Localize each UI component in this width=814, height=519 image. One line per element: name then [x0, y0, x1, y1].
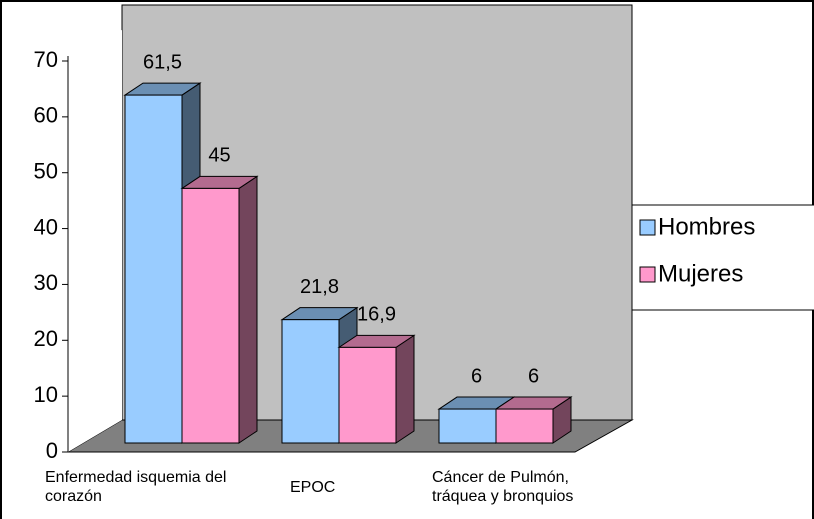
y-tick-label: 70: [34, 47, 58, 72]
x-tick-label: EPOC: [290, 479, 336, 496]
bar: [124, 94, 183, 444]
y-tick-label: 10: [34, 382, 58, 407]
y-tick-label: 50: [34, 159, 58, 184]
side-wall: [68, 30, 122, 452]
bar: [181, 187, 240, 444]
y-tick-label: 60: [34, 103, 58, 128]
y-tick-label: 20: [34, 326, 58, 351]
y-tick-label: 40: [34, 214, 58, 239]
data-label: 45: [208, 145, 230, 167]
data-label: 6: [528, 365, 539, 387]
legend-swatch: [639, 219, 656, 236]
bar: [438, 408, 497, 444]
x-tick-label: Cáncer de Pulmón, tráquea y bronquios: [432, 469, 574, 505]
bar: [495, 408, 554, 444]
data-label: 6: [471, 365, 482, 387]
bar-side: [395, 334, 415, 444]
legend: [631, 204, 814, 311]
y-tick-label: 30: [34, 270, 58, 295]
legend-label: Mujeres: [658, 260, 743, 287]
bar: [338, 346, 397, 444]
bar: [281, 319, 340, 444]
bar-side: [238, 175, 258, 444]
data-label: 21,8: [300, 276, 339, 298]
legend-label: Hombres: [658, 213, 755, 240]
data-label: 61,5: [143, 51, 182, 73]
x-tick-label: Enfermedad isquemia del corazón: [45, 469, 227, 505]
y-tick-label: 0: [46, 438, 58, 463]
data-label: 16,9: [357, 304, 396, 326]
legend-swatch: [639, 266, 656, 283]
